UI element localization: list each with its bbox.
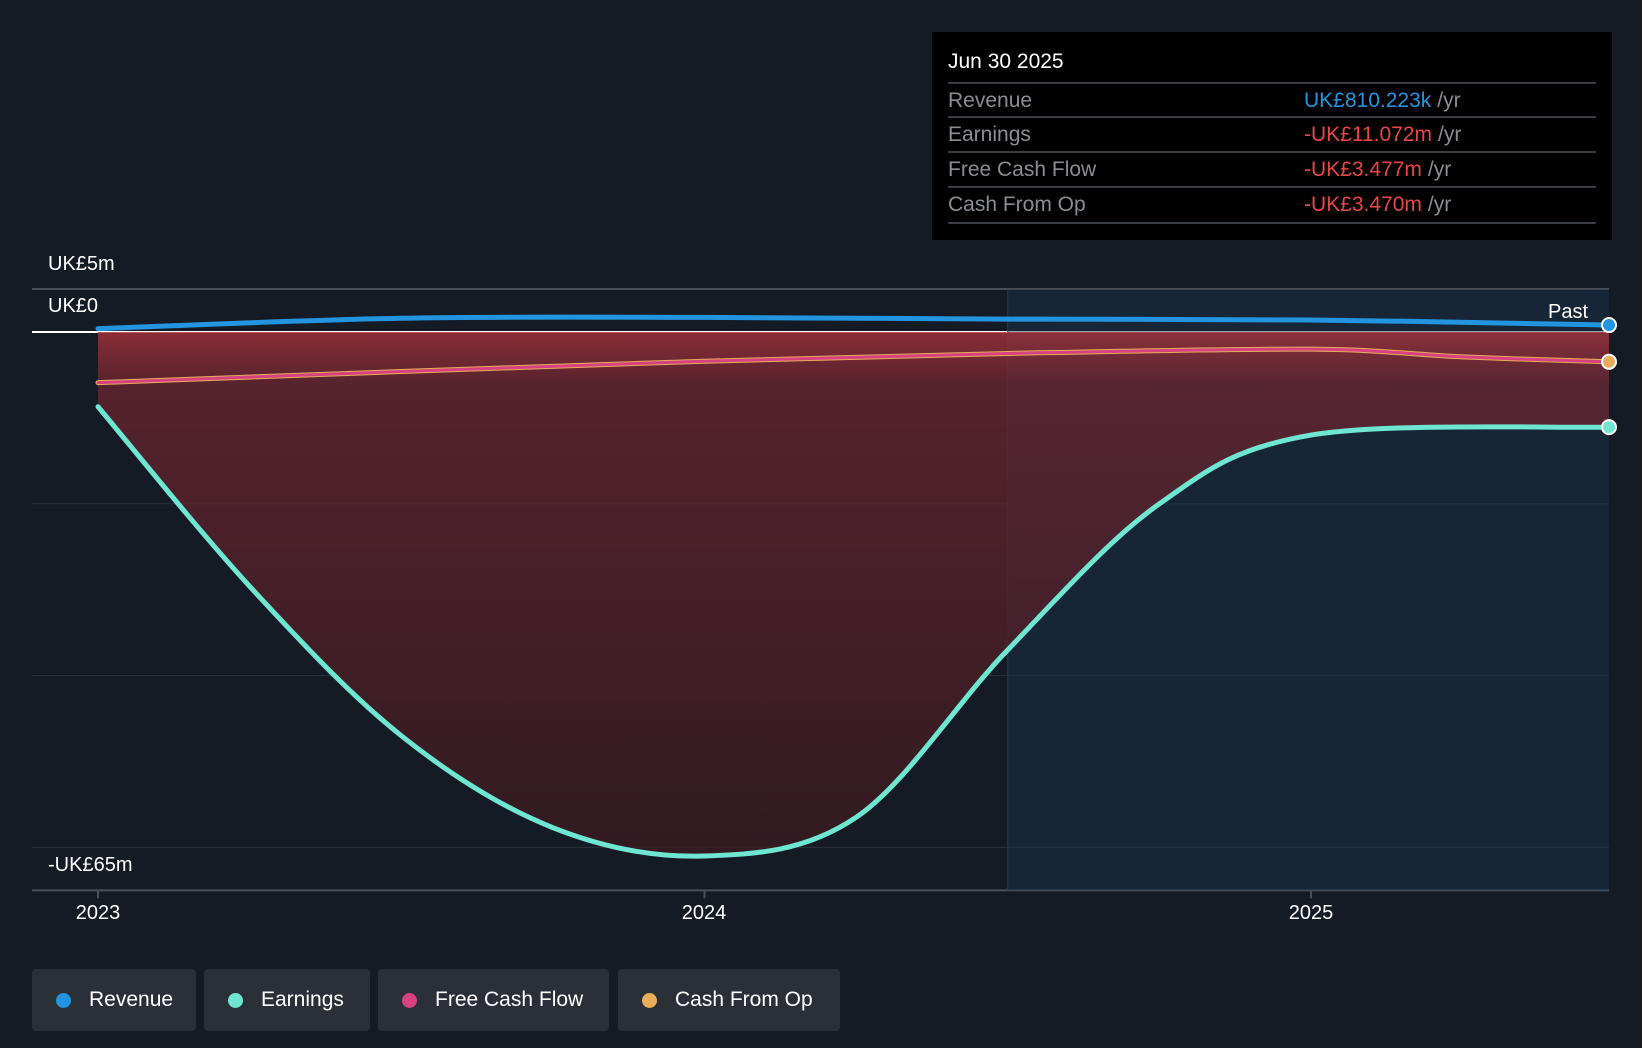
tooltip-value-wrap: -UK£3.477m/yr	[1304, 158, 1451, 182]
revenue-end-marker	[1601, 317, 1617, 334]
tooltip-value-wrap: -UK£11.072m/yr	[1304, 123, 1461, 147]
tooltip-label: Cash From Op	[948, 193, 1086, 216]
legend-label: Free Cash Flow	[435, 988, 584, 1011]
tooltip-value: -UK£11.072m	[1304, 123, 1433, 146]
tooltip-label: Earnings	[948, 123, 1031, 146]
tooltip-row-revenue: Revenue UK£810.223k/yr	[948, 82, 1596, 118]
legend-revenue[interactable]: Revenue	[32, 969, 196, 1031]
tooltip-value: UK£810.223k	[1304, 89, 1432, 112]
legend-label: Cash From Op	[675, 988, 813, 1011]
earnings-end-marker	[1601, 419, 1617, 436]
tooltip-divider	[948, 222, 1596, 224]
tooltip-value-wrap: UK£810.223k/yr	[1304, 89, 1461, 113]
legend-dot-icon	[402, 992, 417, 1008]
y-tick-label-zero: UK£0	[48, 295, 99, 317]
legend-label: Earnings	[261, 988, 344, 1011]
area-fills	[98, 332, 1609, 857]
tooltip-unit: /yr	[1438, 123, 1462, 146]
free-cash-flow-line	[96, 347, 1611, 385]
legend-dot-icon	[642, 992, 657, 1008]
legend-dot-icon	[228, 992, 243, 1008]
tooltip-label: Revenue	[948, 89, 1033, 112]
tooltip-row-free-cash-flow: Free Cash Flow -UK£3.477m/yr	[948, 151, 1596, 187]
tooltip-value: -UK£3.470m	[1304, 193, 1422, 216]
legend-cash-from-op[interactable]: Cash From Op	[618, 969, 840, 1031]
series-lines	[95, 314, 1612, 859]
tooltip-value-wrap: -UK£3.470m/yr	[1304, 193, 1451, 217]
tooltip-unit: /yr	[1427, 158, 1452, 181]
series-end-markers	[1601, 317, 1617, 436]
legend-dot-icon	[56, 992, 71, 1008]
cash-from-op-end-marker	[1601, 353, 1617, 370]
tooltip: Jun 30 2025 Revenue UK£810.223k/yr Earni…	[932, 32, 1612, 240]
tooltip-unit: /yr	[1437, 89, 1461, 112]
x-tick-label-2023: 2023	[75, 902, 121, 924]
tooltip-row-earnings: Earnings -UK£11.072m/yr	[948, 116, 1596, 152]
tooltip-row-cash-from-op: Cash From Op -UK£3.470m/yr	[948, 186, 1596, 222]
earnings-area	[98, 332, 1609, 857]
tooltip-label: Free Cash Flow	[948, 158, 1097, 181]
revenue-line	[95, 314, 1612, 332]
y-tick-label-bottom: -UK£65m	[48, 854, 133, 876]
legend-earnings[interactable]: Earnings	[204, 969, 370, 1031]
earnings-line	[95, 404, 1612, 859]
x-tick-label-2025: 2025	[1288, 902, 1334, 924]
legend-label: Revenue	[89, 988, 174, 1011]
tooltip-date: Jun 30 2025	[948, 50, 1064, 73]
y-tick-label-top: UK£5m	[48, 253, 115, 275]
x-tick-label-2024: 2024	[681, 902, 727, 924]
chart-canvas	[32, 288, 1617, 899]
tooltip-unit: /yr	[1427, 193, 1452, 216]
past-region-label: Past	[1548, 301, 1589, 323]
legend-free-cash-flow[interactable]: Free Cash Flow	[378, 969, 609, 1031]
tooltip-value: -UK£3.477m	[1304, 158, 1422, 181]
